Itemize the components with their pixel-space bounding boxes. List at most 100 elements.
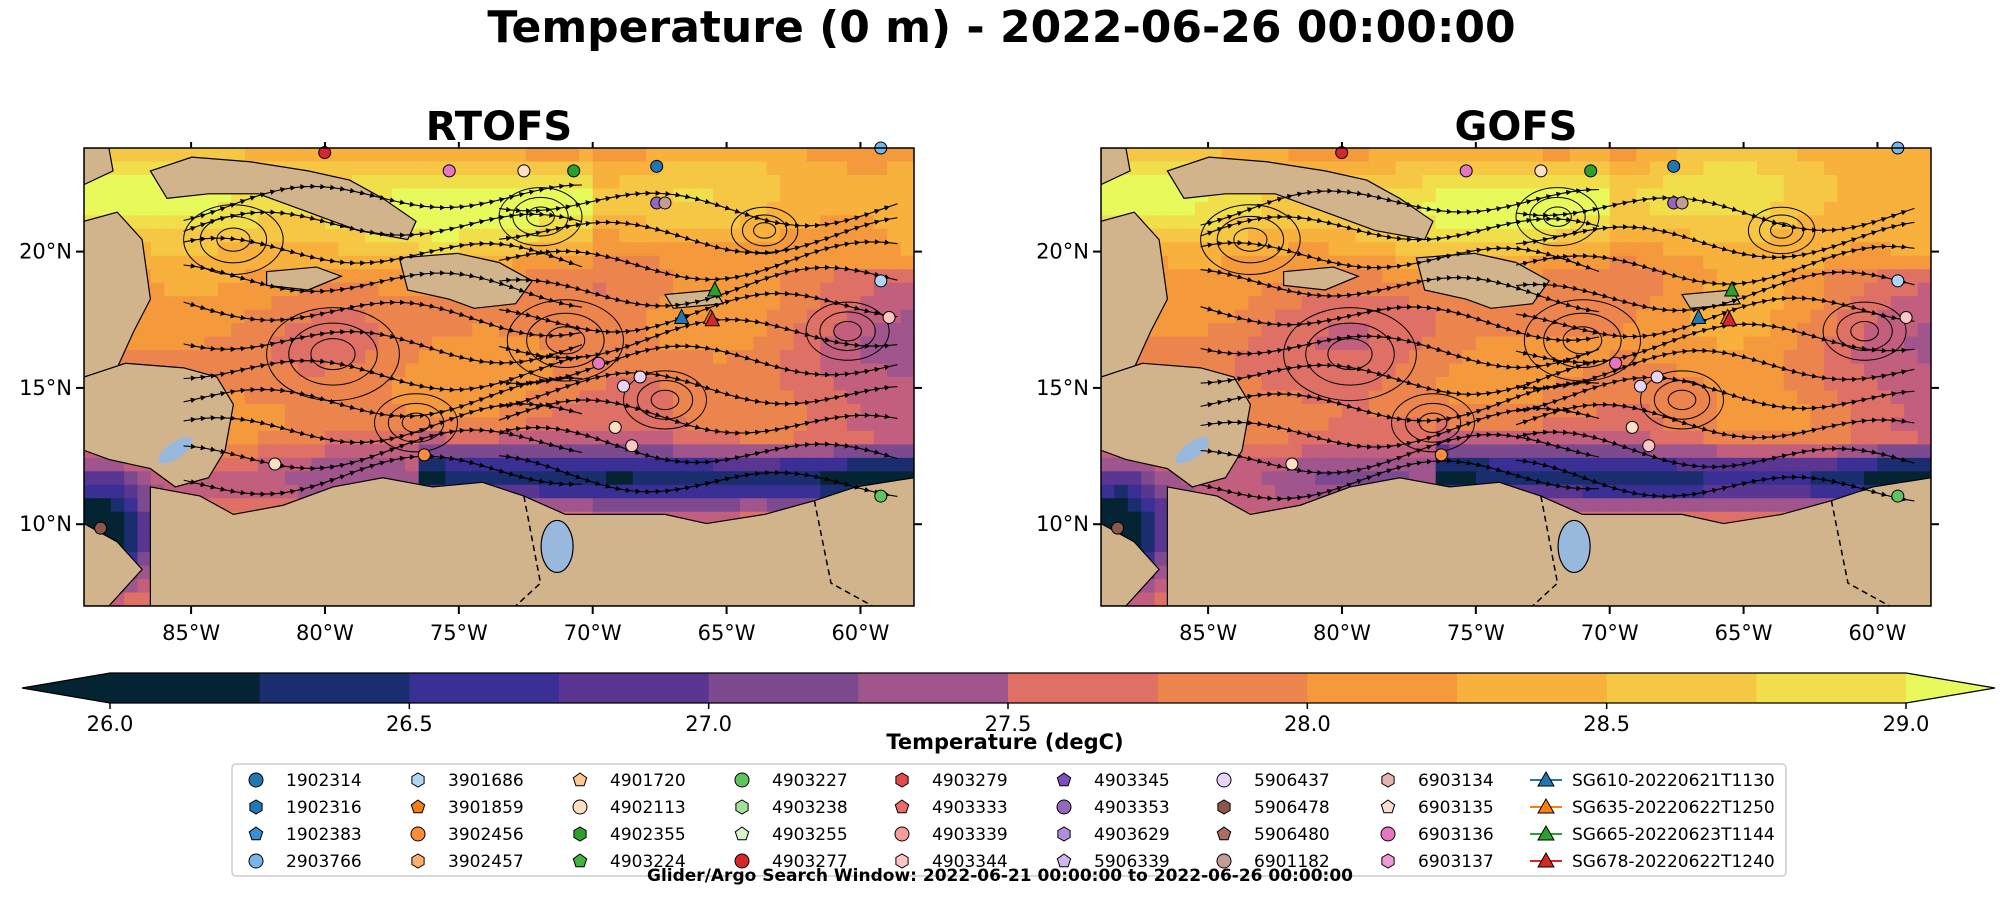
legend-label: 6903135 [1418,798,1494,818]
legend-marker-hexagon [895,853,909,869]
glider-marker [704,310,721,327]
argo-float-marker [94,521,108,535]
eddy-streamline [1770,222,1794,239]
legend-marker-pentagon [410,799,426,814]
legend-item: 4901720 [572,771,686,791]
x-tick-label: 75°W [430,621,488,645]
argo-float-marker [1534,164,1548,178]
eddy-streamline [310,338,356,371]
lake-maracaibo [1557,519,1591,574]
legend-label: 2903766 [286,852,362,872]
eddy-streamline [741,214,788,247]
legend-label: 3902457 [448,852,524,872]
legend-item: 5906437 [1216,771,1330,791]
legend-label: 4903279 [932,771,1008,791]
eddy-streamline [526,206,555,227]
argo-float-marker [1891,489,1905,503]
legend-marker-hexagon [1217,799,1231,815]
argo-float-marker [517,164,531,178]
y-tick-label: 10°N [19,512,72,536]
legend-label: 4903238 [772,798,848,818]
colorbar-bin [110,673,261,703]
legend-marker-pentagon [572,853,588,868]
legend-item: 4903238 [735,798,848,818]
legend-marker-hexagon [249,799,263,815]
legend-marker-circle [734,772,750,788]
eddy-streamline [623,370,707,430]
eddy-streamline [512,196,569,237]
legend-item: 3901859 [410,798,524,818]
eddy-streamline [1543,206,1572,227]
eddy-streamline [288,322,378,386]
legend-label: 4903227 [772,771,848,791]
legend-marker-circle [248,853,264,869]
legend-item: 4902355 [573,825,686,845]
lake-nicaragua [1175,437,1210,464]
border-line [813,500,873,606]
eddy-streamline [266,307,400,402]
eddy-streamline [1667,389,1697,411]
legend-label: 4902113 [610,798,686,818]
eddy-streamline [183,204,284,275]
legend-item: 3901686 [411,771,524,791]
land-mass [149,477,914,606]
legend-label: 5906437 [1254,771,1330,791]
legend-marker-pentagon [1216,826,1232,841]
colorbar-extend-low [22,673,110,703]
legend-marker-hexagon [1057,826,1071,842]
legend-item: 6901182 [1216,852,1330,872]
legend-label: 4903255 [772,825,848,845]
panel-title: RTOFS [426,104,572,150]
border-line [1532,495,1559,606]
eddy-streamline [636,380,694,420]
eddy-streamline [650,389,680,411]
legend-label: 3902456 [448,825,524,845]
argo-float-marker [592,356,606,370]
legend-marker-pentagon [1056,853,1072,868]
legend-marker-pentagon [1380,799,1396,814]
legend-item: 1902316 [249,798,362,818]
colorbar-bin [409,673,560,703]
eddy-streamline [199,215,268,264]
legend-item: 6903136 [1380,825,1494,845]
legend-label: SG665-20220623T1144 [1572,825,1775,845]
figure-title: Temperature (0 m) - 2022-06-26 00:00:00 [487,2,1516,53]
x-tick-label: 85°W [1179,621,1237,645]
legend-item: 6903137 [1381,852,1494,872]
y-tick-label: 20°N [19,240,72,264]
land-mass [84,148,114,186]
legend-item: 1902314 [248,771,362,791]
rtofs-map-panel: RTOFS 85°W 80°W 75°W 70°W 65°W 60°W 20°N 15°N 10°… [19,104,922,645]
legend-item: 4903339 [894,825,1008,845]
argo-float-marker [1634,379,1647,393]
argo-float-marker [417,448,431,462]
panel-title: GOFS [1455,104,1578,150]
x-tick-label: 80°W [296,621,354,645]
glider-marker [673,308,690,324]
legend-item: 4903227 [734,771,848,791]
legend-marker-triangle [1537,797,1555,814]
legend-marker-circle [1216,853,1232,869]
colorbar-bin [1307,673,1458,703]
legend-label: 1902316 [286,798,362,818]
legend-item: 4903277 [734,852,848,872]
legend-item: 4902113 [572,798,686,818]
argo-float-marker [874,274,888,288]
x-tick-label: 85°W [162,621,220,645]
eddy-streamline [1515,187,1600,247]
legend-label: 4903339 [932,825,1008,845]
legend-label: 6901182 [1254,852,1330,872]
colorbar-bin [1008,673,1159,703]
legend-marker-circle [248,772,264,788]
argo-float-marker [1891,274,1905,288]
land-mass [1101,148,1131,186]
x-tick-label: 65°W [1715,621,1773,645]
glider-marker [1721,310,1738,327]
legend-box [231,763,1787,877]
legend-marker-circle [572,799,588,815]
eddy-streamline [730,206,799,255]
legend-label: 4902355 [610,825,686,845]
legend-label: 6903136 [1418,825,1494,845]
legend-label: 5906339 [1094,852,1170,872]
argo-float-marker [882,310,896,324]
